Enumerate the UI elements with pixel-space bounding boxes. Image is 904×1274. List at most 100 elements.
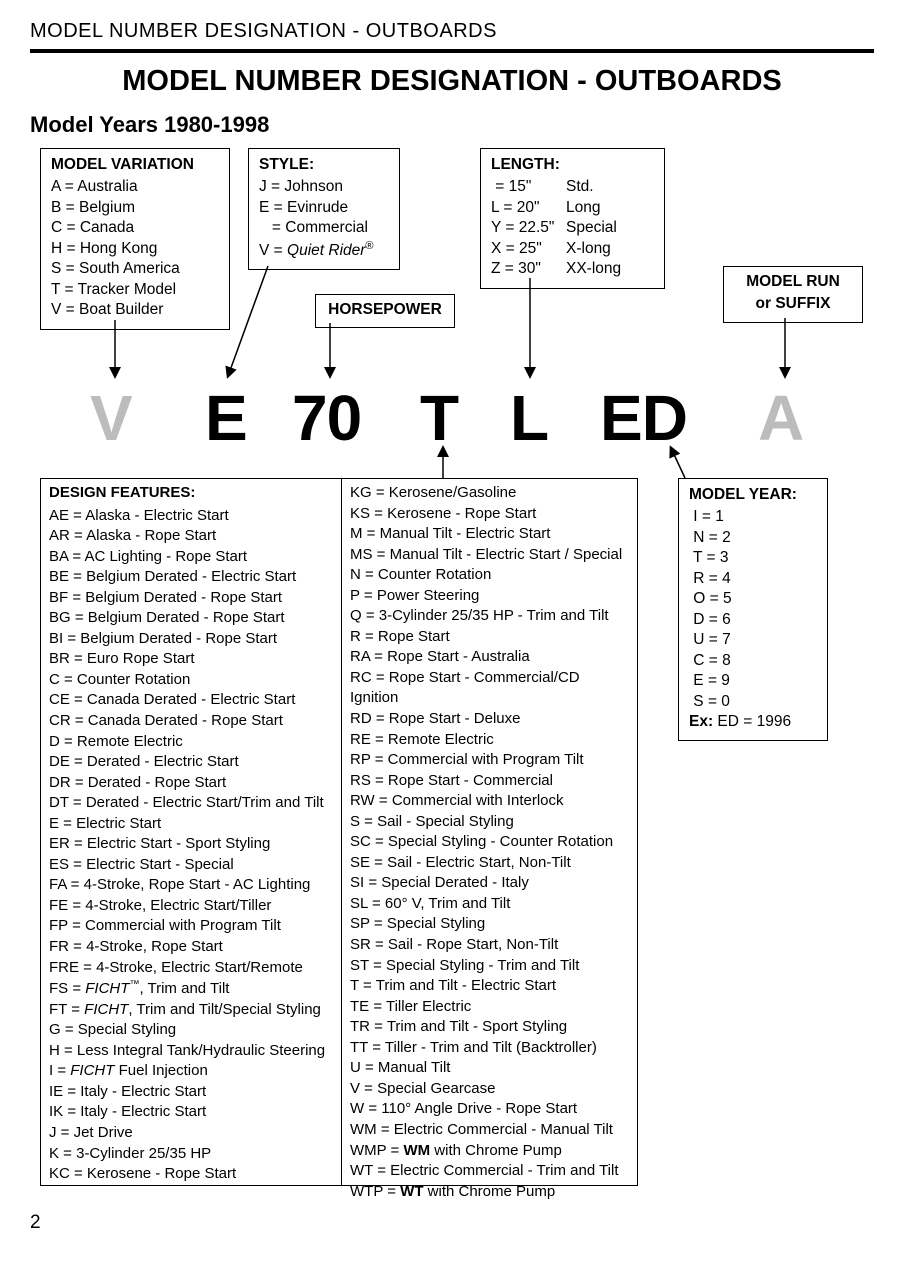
box-title: MODEL VARIATION: [51, 155, 219, 175]
design-item: K = 3-Cylinder 25/35 HP: [49, 1144, 333, 1165]
year-item: T = 3: [689, 548, 817, 568]
design-item: TR = Trim and Tilt - Sport Styling: [350, 1017, 629, 1038]
year-item: U = 7: [689, 630, 817, 650]
design-item: V = Special Gearcase: [350, 1079, 629, 1100]
mchar-a: A: [758, 381, 803, 455]
design-item: KG = Kerosene/Gasoline: [350, 483, 629, 504]
design-item: RS = Rope Start - Commercial: [350, 771, 629, 792]
design-item: S = Sail - Special Styling: [350, 812, 629, 833]
design-item: BR = Euro Rope Start: [49, 649, 333, 670]
diagram-canvas: MODEL VARIATION A = Australia B = Belgiu…: [30, 148, 874, 1208]
design-item: SE = Sail - Electric Start, Non-Tilt: [350, 853, 629, 874]
design-item: ER = Electric Start - Sport Styling: [49, 834, 333, 855]
year-item: N = 2: [689, 528, 817, 548]
design-item: BF = Belgium Derated - Rope Start: [49, 588, 333, 609]
box-title: LENGTH:: [491, 155, 654, 175]
design-item: DR = Derated - Rope Start: [49, 773, 333, 794]
year-item: R = 4: [689, 569, 817, 589]
design-item: SC = Special Styling - Counter Rotation: [350, 832, 629, 853]
box-title: MODEL YEAR:: [689, 485, 817, 505]
design-item: IK = Italy - Electric Start: [49, 1102, 333, 1123]
design-item: SI = Special Derated - Italy: [350, 873, 629, 894]
design-item: CE = Canada Derated - Electric Start: [49, 690, 333, 711]
len-a: X = 25": [491, 239, 566, 259]
var-item: V = Boat Builder: [51, 300, 219, 320]
style-item: = Commercial: [259, 218, 389, 238]
var-item: B = Belgium: [51, 198, 219, 218]
design-item: FA = 4-Stroke, Rope Start - AC Lighting: [49, 875, 333, 896]
design-item: H = Less Integral Tank/Hydraulic Steerin…: [49, 1041, 333, 1062]
design-item: G = Special Styling: [49, 1020, 333, 1041]
box-title: or SUFFIX: [728, 294, 858, 314]
design-item: MS = Manual Tilt - Electric Start / Spec…: [350, 545, 629, 566]
design-item: FRE = 4-Stroke, Electric Start/Remote: [49, 958, 333, 979]
design-item: RC = Rope Start - Commercial/CD Ignition: [350, 668, 629, 709]
design-item: AE = Alaska - Electric Start: [49, 506, 333, 527]
len-b: Special: [566, 218, 617, 238]
box-length: LENGTH: = 15"Std. L = 20"Long Y = 22.5"S…: [480, 148, 665, 289]
design-item: BE = Belgium Derated - Electric Start: [49, 567, 333, 588]
box-title: HORSEPOWER: [320, 300, 450, 320]
design-item: M = Manual Tilt - Electric Start: [350, 524, 629, 545]
mchar-l: L: [510, 381, 548, 455]
design-item: WT = Electric Commercial - Trim and Tilt: [350, 1161, 629, 1182]
page-number: 2: [30, 1212, 41, 1234]
design-item: WMP = WM with Chrome Pump: [350, 1141, 629, 1162]
design-item: WTP = WT with Chrome Pump: [350, 1182, 629, 1203]
design-item: SL = 60° V, Trim and Tilt: [350, 894, 629, 915]
page-subtitle: Model Years 1980-1998: [30, 112, 874, 138]
box-design-col1: DESIGN FEATURES: AE = Alaska - Electric …: [40, 478, 342, 1186]
design-item: TE = Tiller Electric: [350, 997, 629, 1018]
len-b: XX-long: [566, 259, 621, 279]
design-item: FE = 4-Stroke, Electric Start/Tiller: [49, 896, 333, 917]
design-item: FS = FICHT™, Trim and Tilt: [49, 978, 333, 1000]
model-row: V E 70 T L ED A: [30, 381, 874, 451]
var-item: C = Canada: [51, 218, 219, 238]
design-item: I = FICHT Fuel Injection: [49, 1061, 333, 1082]
mchar-ed: ED: [600, 381, 687, 455]
design-item: T = Trim and Tilt - Electric Start: [350, 976, 629, 997]
box-style: STYLE: J = Johnson E = Evinrude = Commer…: [248, 148, 400, 270]
style-item: V = Quiet Rider®: [259, 239, 389, 262]
design-item: J = Jet Drive: [49, 1123, 333, 1144]
year-item: S = 0: [689, 692, 817, 712]
design-item: SR = Sail - Rope Start, Non-Tilt: [350, 935, 629, 956]
len-a: Y = 22.5": [491, 218, 566, 238]
design-item: R = Rope Start: [350, 627, 629, 648]
style-item: E = Evinrude: [259, 198, 389, 218]
design-item: RW = Commercial with Interlock: [350, 791, 629, 812]
design-item: RP = Commercial with Program Tilt: [350, 750, 629, 771]
design-item: BI = Belgium Derated - Rope Start: [49, 629, 333, 650]
year-item: E = 9: [689, 671, 817, 691]
mchar-t: T: [420, 381, 458, 455]
page-header: MODEL NUMBER DESIGNATION - OUTBOARDS: [30, 20, 874, 53]
len-b: Long: [566, 198, 600, 218]
design-item: N = Counter Rotation: [350, 565, 629, 586]
design-item: U = Manual Tilt: [350, 1058, 629, 1079]
design-item: P = Power Steering: [350, 586, 629, 607]
design-item: CR = Canada Derated - Rope Start: [49, 711, 333, 732]
var-item: H = Hong Kong: [51, 239, 219, 259]
year-item: O = 5: [689, 589, 817, 609]
design-item: KS = Kerosene - Rope Start: [350, 504, 629, 525]
year-item: I = 1: [689, 507, 817, 527]
design-item: DT = Derated - Electric Start/Trim and T…: [49, 793, 333, 814]
box-title: STYLE:: [259, 155, 389, 175]
mchar-v: V: [90, 381, 132, 455]
design-item: BA = AC Lighting - Rope Start: [49, 547, 333, 568]
var-item: A = Australia: [51, 177, 219, 197]
box-title: MODEL RUN: [728, 272, 858, 292]
design-item: ST = Special Styling - Trim and Tilt: [350, 956, 629, 977]
var-item: T = Tracker Model: [51, 280, 219, 300]
box-model-year: MODEL YEAR: I = 1 N = 2 T = 3 R = 4 O = …: [678, 478, 828, 741]
mchar-e: E: [205, 381, 247, 455]
design-item: W = 110° Angle Drive - Rope Start: [350, 1099, 629, 1120]
year-item: D = 6: [689, 610, 817, 630]
len-b: Std.: [566, 177, 594, 197]
design-item: KC = Kerosene - Rope Start: [49, 1164, 333, 1185]
len-a: = 15": [491, 177, 566, 197]
design-item: RA = Rope Start - Australia: [350, 647, 629, 668]
design-item: IE = Italy - Electric Start: [49, 1082, 333, 1103]
design-item: C = Counter Rotation: [49, 670, 333, 691]
box-design-col2: KG = Kerosene/GasolineKS = Kerosene - Ro…: [342, 478, 638, 1186]
